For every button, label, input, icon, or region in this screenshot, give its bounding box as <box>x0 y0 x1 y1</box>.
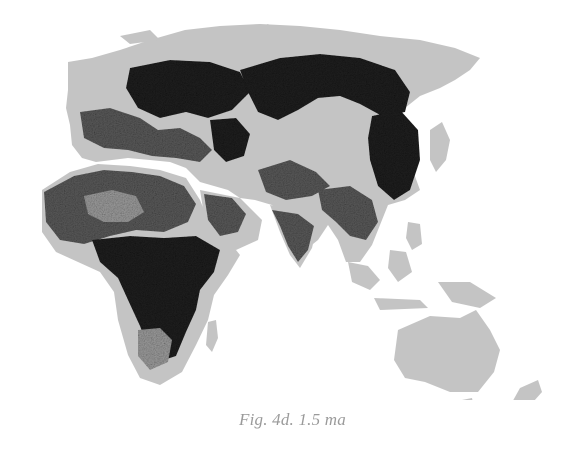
figure-caption: Fig. 4d. 1.5 ma <box>239 410 346 429</box>
occupation-europe-central <box>126 60 250 118</box>
occupation-siberia <box>240 54 410 120</box>
landmass-new-guinea <box>438 282 496 308</box>
occupation-india <box>272 210 314 262</box>
occupation-sahara-light <box>84 190 144 222</box>
occupation-mediterranean <box>80 108 212 162</box>
landmass-madagascar <box>206 320 218 352</box>
occupation-southern-africa-light <box>138 328 172 370</box>
occupation-layer <box>44 54 420 370</box>
occupation-sub-saharan <box>92 236 220 362</box>
occupation-east-asia <box>368 110 420 200</box>
occupation-arabia <box>204 194 246 236</box>
landmass-indonesia-3 <box>374 298 428 310</box>
occupation-central-asia <box>258 160 330 200</box>
landmass-new-zealand <box>513 380 542 400</box>
world-map <box>42 24 542 400</box>
landmass-arctic-islands <box>120 24 280 44</box>
landmass-philippines <box>406 222 422 250</box>
landmass-indonesia-2 <box>388 250 412 282</box>
occupation-caspian <box>210 118 250 162</box>
occupation-southeast-asia <box>318 186 378 240</box>
landmass-japan <box>430 122 450 172</box>
landmass-tasmania <box>462 398 473 400</box>
landmass-australia <box>394 310 500 392</box>
landmass-indonesia-1 <box>348 262 380 290</box>
landmass-scandinavia <box>98 58 126 98</box>
